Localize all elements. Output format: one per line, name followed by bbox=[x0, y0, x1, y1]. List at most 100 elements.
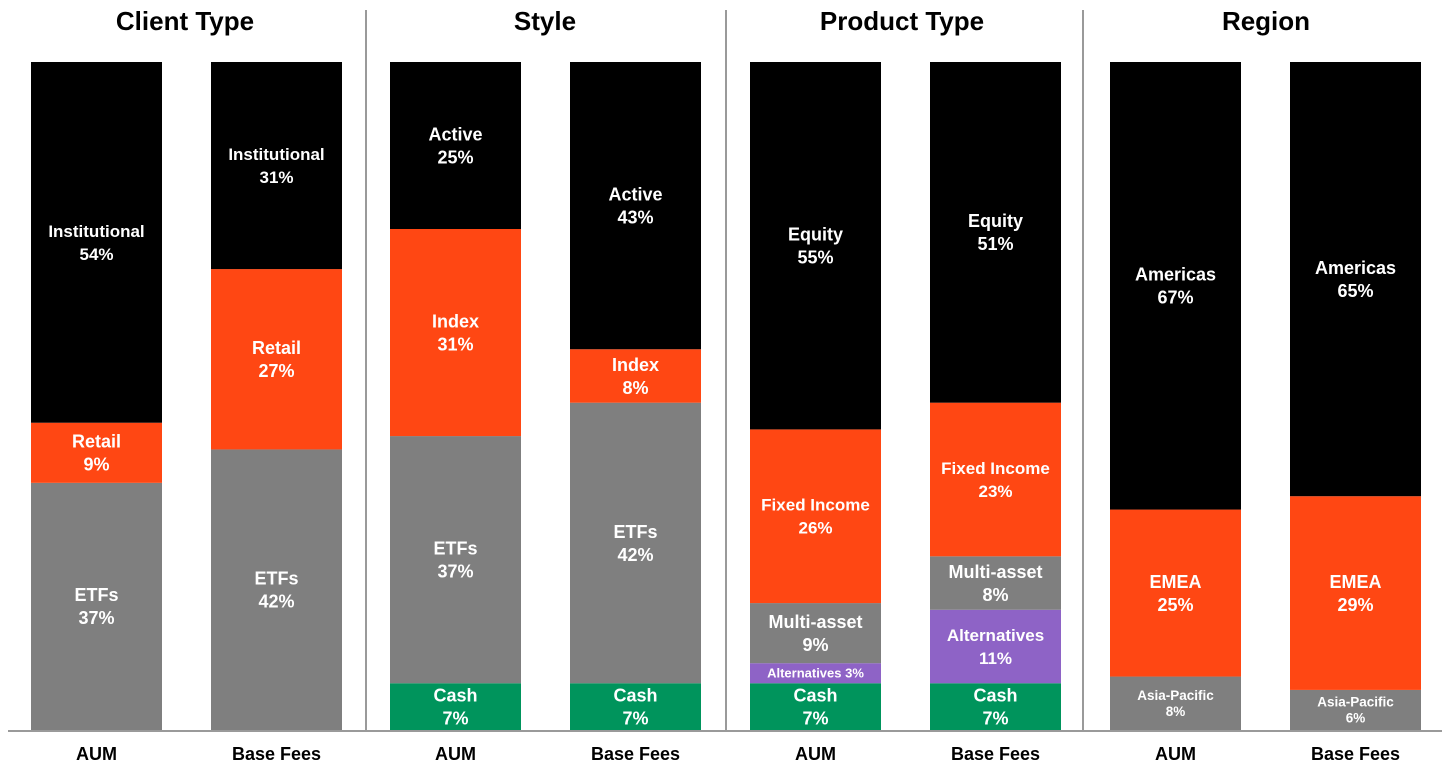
bar-segment-etfs bbox=[31, 482, 162, 730]
panel-product-type: Product Type Cash 7% Alternatives 3% Multi-a… bbox=[750, 6, 1061, 764]
panel-title: Region bbox=[1222, 6, 1310, 36]
bar-segment-americas bbox=[1110, 62, 1241, 510]
segment-value-label: 7% bbox=[622, 708, 648, 728]
category-label: Base Fees bbox=[232, 744, 321, 764]
segment-name-label: Active bbox=[428, 124, 482, 144]
segment-value-label: 43% bbox=[617, 207, 653, 227]
segment-value-label: 26% bbox=[798, 519, 832, 538]
bar-segment-emea bbox=[1110, 509, 1241, 677]
segment-label: Alternatives 3% bbox=[767, 666, 864, 681]
category-label: AUM bbox=[435, 744, 476, 764]
bar-segment-asia-pacific bbox=[1110, 676, 1241, 730]
bar-segment-index bbox=[570, 349, 701, 403]
bar-segment-fixed-income bbox=[930, 402, 1061, 557]
segment-name-label: Retail bbox=[252, 338, 301, 358]
segment-name-label: Index bbox=[432, 311, 479, 331]
segment-value-label: 23% bbox=[978, 482, 1012, 501]
segment-value-label: 7% bbox=[982, 708, 1008, 728]
bar-segment-cash bbox=[390, 683, 521, 730]
bar-segment-institutional bbox=[31, 62, 162, 423]
category-label: Base Fees bbox=[951, 744, 1040, 764]
segment-value-label: 8% bbox=[982, 585, 1008, 605]
segment-value-label: 67% bbox=[1157, 288, 1193, 308]
category-label: AUM bbox=[76, 744, 117, 764]
category-label: AUM bbox=[795, 744, 836, 764]
segment-value-label: 37% bbox=[78, 608, 114, 628]
segment-name-label: Multi-asset bbox=[948, 562, 1042, 582]
segment-value-label: 31% bbox=[437, 334, 473, 354]
segment-name-label: Asia-Pacific bbox=[1317, 695, 1394, 710]
panel-title: Product Type bbox=[820, 6, 984, 36]
segment-value-label: 27% bbox=[258, 361, 294, 381]
segment-value-label: 8% bbox=[622, 378, 648, 398]
bar-base-fees: Cash 7% ETFs 42% Index 8% Active 43% bbox=[570, 62, 701, 730]
segment-value-label: 42% bbox=[617, 545, 653, 565]
bar-segment-institutional bbox=[211, 62, 342, 270]
segment-value-label: 8% bbox=[1166, 704, 1186, 719]
bar-segment-americas bbox=[1290, 62, 1421, 497]
segment-name-label: Institutional bbox=[48, 222, 144, 241]
panel-region: Region Asia-Pacific 8% EMEA 25% Americas 67% AU… bbox=[1110, 6, 1421, 764]
bar-segment-equity bbox=[750, 62, 881, 430]
segment-name-label: Active bbox=[608, 184, 662, 204]
bar-segment-cash bbox=[930, 683, 1061, 730]
segment-name-label: ETFs bbox=[254, 569, 298, 589]
segment-name-label: ETFs bbox=[613, 522, 657, 542]
segment-value-label: 65% bbox=[1337, 281, 1373, 301]
segment-name-label: Equity bbox=[788, 225, 843, 245]
bar-segment-fixed-income bbox=[750, 429, 881, 604]
segment-value-label: 7% bbox=[442, 708, 468, 728]
bar-segment-index bbox=[390, 229, 521, 437]
segment-value-label: 37% bbox=[437, 561, 473, 581]
bar-segment-emea bbox=[1290, 496, 1421, 690]
bar-segment-equity bbox=[930, 62, 1061, 403]
segment-name-label: EMEA bbox=[1149, 572, 1201, 592]
segment-name-label: Americas bbox=[1135, 265, 1216, 285]
segment-name-label: Institutional bbox=[228, 145, 324, 164]
segment-value-label: 9% bbox=[83, 455, 109, 475]
bar-segment-etfs bbox=[390, 436, 521, 684]
segment-value-label: 11% bbox=[979, 649, 1012, 668]
bar-segment-active bbox=[570, 62, 701, 350]
bar-segment-cash bbox=[750, 683, 881, 730]
segment-value-label: 6% bbox=[1346, 711, 1366, 726]
segment-name-label: EMEA bbox=[1329, 572, 1381, 592]
bar-segment-active bbox=[390, 62, 521, 229]
bar-segment-retail bbox=[31, 422, 162, 483]
bar-segment-multi-asset bbox=[930, 556, 1061, 610]
category-label: AUM bbox=[1155, 744, 1196, 764]
segment-name-label: Cash bbox=[613, 685, 657, 705]
segment-name-label: Americas bbox=[1315, 258, 1396, 278]
segment-name-label: Fixed Income bbox=[941, 459, 1050, 478]
bar-segment-multi-asset bbox=[750, 603, 881, 664]
segment-name-label: Cash bbox=[973, 685, 1017, 705]
segment-value-label: 25% bbox=[437, 147, 473, 167]
bar-base-fees: Cash 7% Alternatives 11% Multi-asset 8% Fixed … bbox=[930, 62, 1061, 730]
segment-name-label: Fixed Income bbox=[761, 496, 870, 515]
bar-aum: Cash 7% Alternatives 3% Multi-asset 9% Fixed … bbox=[750, 62, 881, 730]
category-label: Base Fees bbox=[1311, 744, 1400, 764]
segment-name-label: Index bbox=[612, 355, 659, 375]
segment-value-label: 42% bbox=[258, 592, 294, 612]
segment-name-label: ETFs bbox=[433, 538, 477, 558]
segment-name-label: Multi-asset bbox=[768, 612, 862, 632]
segment-value-label: 9% bbox=[802, 635, 828, 655]
segment-name-label: ETFs bbox=[74, 585, 118, 605]
bar-segment-alternatives bbox=[750, 663, 881, 684]
panel-title: Client Type bbox=[116, 6, 254, 36]
panel-style: Style Cash 7% ETFs 37% Index 31% Active 25% AUM Ca… bbox=[390, 6, 701, 764]
segment-name-label: Cash bbox=[433, 685, 477, 705]
bar-segment-etfs bbox=[211, 449, 342, 730]
segment-value-label: 7% bbox=[802, 708, 828, 728]
segment-name-label: Alternatives bbox=[947, 626, 1044, 645]
bar-base-fees: ETFs 42% Retail 27% Institutional 31% bbox=[211, 62, 342, 730]
segment-value-label: 29% bbox=[1337, 595, 1373, 615]
bar-segment-asia-pacific bbox=[1290, 689, 1421, 730]
panel-title: Style bbox=[514, 6, 576, 36]
bar-aum: ETFs 37% Retail 9% Institutional 54% bbox=[31, 62, 162, 730]
bar-segment-retail bbox=[211, 269, 342, 450]
segment-value-label: 25% bbox=[1157, 595, 1193, 615]
